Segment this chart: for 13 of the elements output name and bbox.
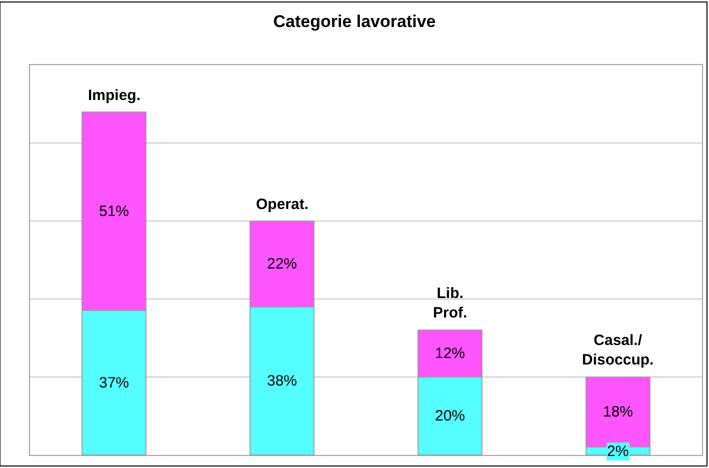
data-label: 20% xyxy=(434,408,466,424)
data-label: 51% xyxy=(98,202,130,220)
x-tick-label: Impieg. xyxy=(88,87,141,104)
x-tick-label: Lib. Prof. xyxy=(433,285,468,322)
chart-title: Categorie lavorative xyxy=(273,12,436,32)
data-label: 37% xyxy=(98,374,130,392)
x-tick-label: Casal./ Disoccup. xyxy=(582,332,654,368)
data-label: 22% xyxy=(266,255,298,272)
x-tick-label: Operat. xyxy=(256,196,309,213)
data-label: 12% xyxy=(434,345,466,362)
data-label: 2% xyxy=(607,443,629,460)
data-label: 38% xyxy=(266,372,298,390)
data-label: 18% xyxy=(602,404,634,421)
